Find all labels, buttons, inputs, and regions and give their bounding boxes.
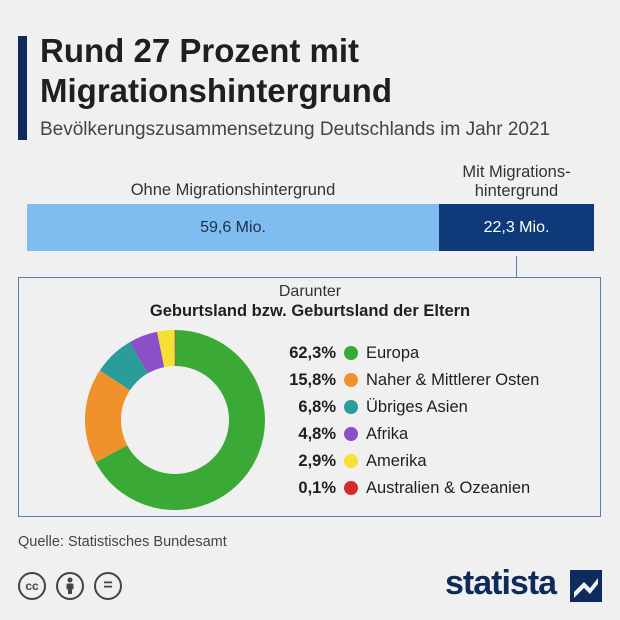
title-accent-bar <box>18 36 27 140</box>
legend-color-dot <box>344 346 358 360</box>
bar-label-ohne: Ohne Migrationshintergrund <box>130 181 336 199</box>
chart-title: Rund 27 Prozent mit Migrationshintergrun… <box>40 32 392 109</box>
bar-value-mit: 22,3 Mio. <box>483 218 550 236</box>
legend-item: 62,3% Europa <box>270 342 419 364</box>
legend-item: 6,8% Übriges Asien <box>270 396 468 418</box>
statista-logo-icon[interactable] <box>570 570 602 602</box>
attribution-person-icon[interactable] <box>56 572 84 600</box>
legend-label: Afrika <box>366 424 409 443</box>
legend-color-dot <box>344 400 358 414</box>
donut-slice-1 <box>85 330 265 510</box>
legend-label: Europa <box>366 343 420 362</box>
legend-value: 0,1% <box>298 478 336 497</box>
legend-item: 4,8% Afrika <box>270 423 408 445</box>
no-derivatives-icon[interactable]: = <box>94 572 122 600</box>
legend-color-dot <box>344 427 358 441</box>
bar-segment-ohne: 59,6 Mio. <box>27 204 439 251</box>
bar-label-mit-line1: Mit Migrations- <box>462 163 571 181</box>
legend-value: 4,8% <box>298 424 336 443</box>
legend-label: Australien & Ozeanien <box>366 478 531 497</box>
legend-value: 6,8% <box>298 397 336 416</box>
statista-logo-text[interactable]: statista <box>445 564 557 602</box>
legend-color-dot <box>344 481 358 495</box>
bar-label-mit-line2: hintergrund <box>474 182 559 200</box>
legend-color-dot <box>344 454 358 468</box>
breakdown-heading: Darunter <box>278 283 342 300</box>
legend-color-dot <box>344 373 358 387</box>
breakdown-subheading: Geburtsland bzw. Geburtsland der Eltern <box>149 302 471 320</box>
breakdown-box <box>18 277 601 517</box>
chart-subtitle: Bevölkerungszusammensetzung Deutschlands… <box>40 119 551 140</box>
legend-value: 2,9% <box>298 451 336 470</box>
legend-value: 62,3% <box>289 343 336 362</box>
legend-item: 15,8% Naher & Mittlerer Osten <box>270 369 539 391</box>
cc-license-icon[interactable]: cc <box>18 572 46 600</box>
bar-label-mit: Mit Migrations- hintergrund <box>439 163 594 201</box>
legend-label: Amerika <box>366 451 427 470</box>
bar-value-ohne: 59,6 Mio. <box>200 218 266 236</box>
source-note: Quelle: Statistisches Bundesamt <box>18 534 227 550</box>
donut-chart <box>85 330 265 510</box>
legend-value: 15,8% <box>289 370 336 389</box>
legend-item: 2,9% Amerika <box>270 450 427 472</box>
legend-label: Naher & Mittlerer Osten <box>366 370 540 389</box>
connector-line <box>516 256 517 278</box>
bar-segment-mit: 22,3 Mio. <box>439 204 594 251</box>
donut-slice-5 <box>85 330 265 510</box>
legend-label: Übriges Asien <box>366 397 468 416</box>
legend-item: 0,1% Australien & Ozeanien <box>270 477 530 499</box>
